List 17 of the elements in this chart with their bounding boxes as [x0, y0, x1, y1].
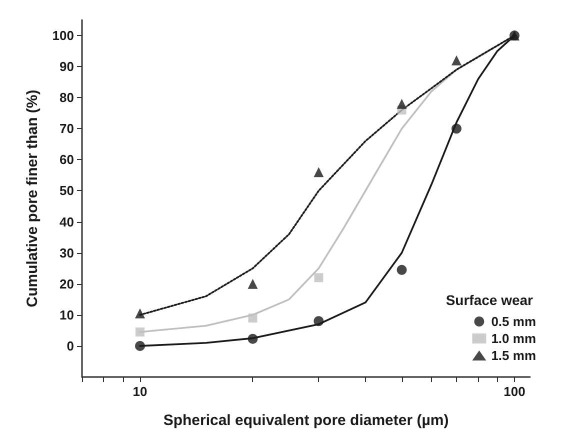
legend-label: 0.5 mm	[491, 314, 536, 329]
legend-label: 1.5 mm	[491, 348, 536, 363]
y-tick-label: 100	[52, 28, 74, 44]
y-tick-label: 10	[60, 307, 74, 322]
legend-label: 1.0 mm	[491, 331, 536, 346]
y-tick-label: 70	[60, 121, 74, 136]
legend-title: Surface wear	[446, 292, 534, 308]
y-tick-label: 30	[60, 245, 74, 260]
y-tick-label: 60	[60, 152, 74, 168]
y-tick-label: 50	[60, 183, 74, 198]
y-tick-label: 0	[66, 338, 74, 354]
y-axis-title: Cumulative pore finer than (%)	[24, 90, 41, 308]
y-tick-label: 80	[60, 90, 74, 106]
y-tick-label: 90	[60, 59, 74, 74]
x-axis-title: Spherical equivalent pore diameter (µm)	[163, 412, 449, 429]
y-tick-label: 40	[60, 214, 74, 230]
y-tick-label: 20	[60, 276, 74, 292]
